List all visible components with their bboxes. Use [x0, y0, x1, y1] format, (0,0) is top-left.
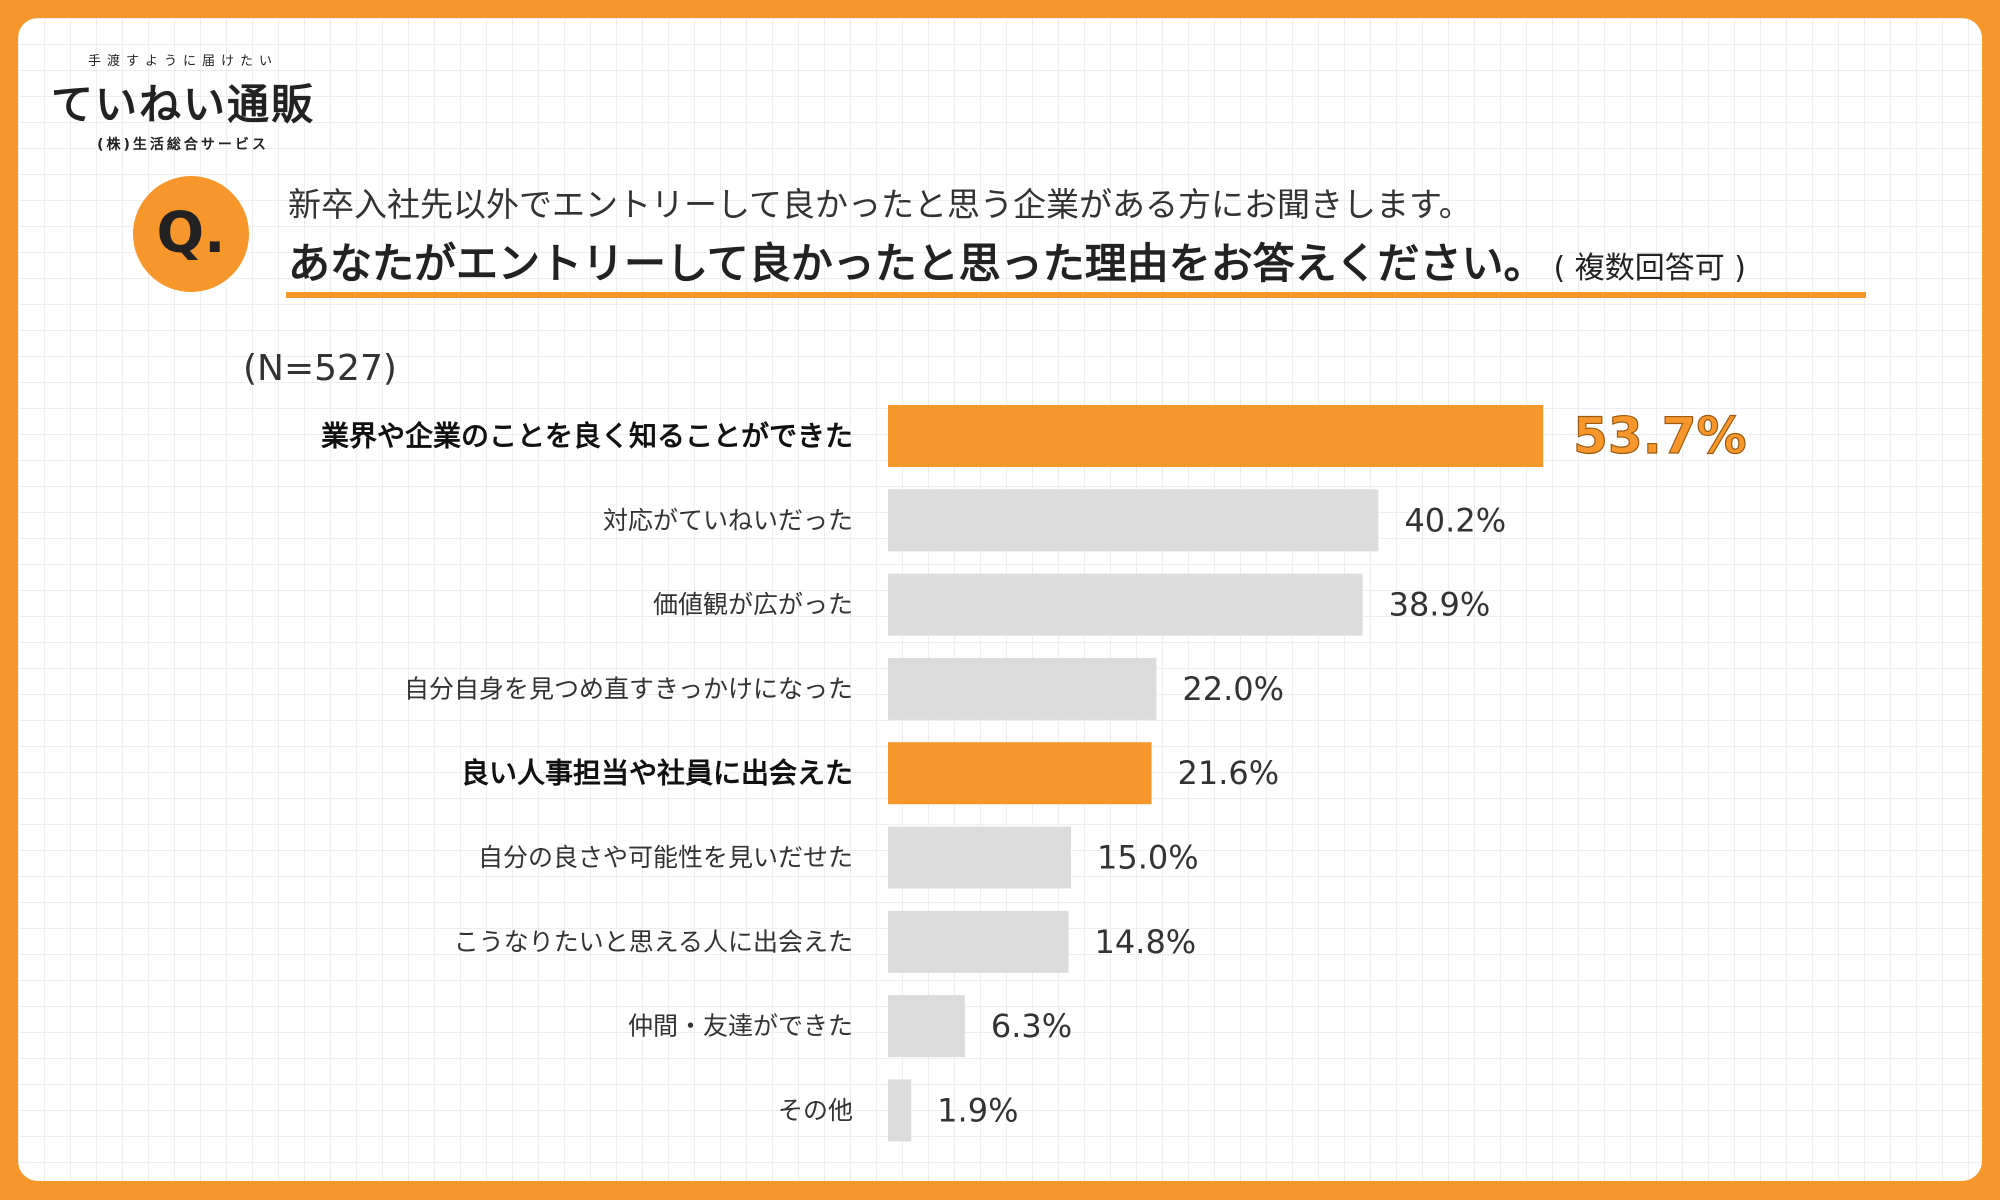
bar-chart: 業界や企業のことを良く知ることができた 53.7% 対応がていねいだった 40.2% 価…: [321, 405, 1747, 1142]
bar-4: [888, 657, 1157, 720]
question-line-1: 新卒入社先以外でエントリーして良かったと思う企業がある方にお聞きします。: [288, 185, 1472, 224]
logo: 手渡すように届けたい ていねい通販 (株)生活総合サービス: [48, 50, 318, 154]
category-label-1: 業界や企業のことを良く知ることができた: [321, 420, 853, 453]
category-label-9: その他: [778, 1096, 853, 1125]
bar-5: [888, 742, 1152, 805]
question-note: ( 複数回答可 ): [1553, 251, 1746, 286]
bar-9: [888, 1079, 912, 1142]
value-label-1: 53.7%: [1573, 407, 1746, 465]
value-label-3: 38.9%: [1389, 586, 1491, 624]
logo-name: ていねい通販: [50, 80, 315, 129]
logo-company: (株)生活総合サービス: [97, 137, 269, 153]
logo-tagline: 手渡すように届けたい: [87, 54, 278, 69]
chart-card: 手渡すように届けたい ていねい通販 (株)生活総合サービス Q. 新卒入社先以外…: [18, 18, 1982, 1181]
question-underline: [286, 292, 1866, 298]
category-label-2: 対応がていねいだった: [603, 506, 853, 535]
bar-1: [888, 405, 1544, 467]
question-mark-badge: Q.: [133, 176, 249, 292]
value-label-7: 14.8%: [1095, 923, 1197, 961]
bar-6: [888, 826, 1071, 889]
category-label-4: 自分自身を見つめ直すきっかけになった: [404, 674, 853, 703]
value-label-2: 40.2%: [1404, 501, 1506, 539]
category-label-7: こうなりたいと思える人に出会えた: [454, 927, 853, 956]
value-label-5: 21.6%: [1178, 754, 1280, 792]
value-label-4: 22.0%: [1182, 670, 1284, 708]
category-label-3: 価値観が広がった: [653, 590, 853, 619]
bar-2: [888, 489, 1379, 552]
bar-7: [888, 910, 1069, 973]
bar-3: [888, 573, 1363, 636]
category-label-5: 良い人事担当や社員に出会えた: [461, 757, 853, 790]
category-label-6: 自分の良さや可能性を見いだせた: [478, 843, 853, 872]
bar-8: [888, 995, 965, 1058]
category-label-8: 仲間・友達ができた: [628, 1012, 853, 1041]
value-label-6: 15.0%: [1097, 839, 1199, 877]
value-label-9: 1.9%: [937, 1091, 1018, 1129]
question-line-2-text: あなたがエントリーして良かったと思った理由をお答えください。: [288, 239, 1546, 288]
sample-size-label: (N=527): [243, 348, 397, 389]
question-line-2: あなたがエントリーして良かったと思った理由をお答えください。( 複数回答可 ): [288, 230, 1746, 291]
value-label-8: 6.3%: [991, 1007, 1072, 1045]
